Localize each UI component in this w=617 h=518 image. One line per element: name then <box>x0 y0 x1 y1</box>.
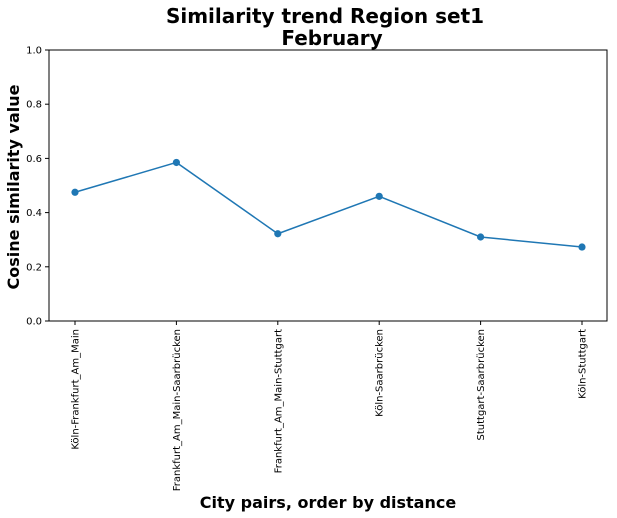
y-axis: 0.0 0.2 0.4 0.6 0.8 1.0 <box>26 46 49 328</box>
chart-title: Similarity trend Region set1 <box>166 4 484 28</box>
y-axis-label: Cosine similarity value <box>4 84 23 289</box>
data-point <box>71 188 79 196</box>
x-tick-label: Frankfurt_Am_Main-Saarbrücken <box>172 329 183 491</box>
data-point <box>172 158 180 167</box>
x-tick-label: Stuttgart-Saarbrücken <box>476 329 487 441</box>
x-axis-label: City pairs, order by distance <box>200 493 457 512</box>
series-layer <box>71 158 586 251</box>
x-tick-label: Köln-Saarbrücken <box>375 329 386 417</box>
y-tick-label: 0.4 <box>26 208 42 219</box>
data-point <box>375 192 383 200</box>
y-tick-label: 0.2 <box>26 262 42 273</box>
x-tick-label: Frankfurt_Am_Main-Stuttgart <box>273 329 284 473</box>
chart-subtitle: February <box>281 26 382 50</box>
data-point <box>477 233 485 241</box>
y-tick-label: 1.0 <box>26 46 42 57</box>
x-tick-label: Köln-Frankfurt_Am_Main <box>71 329 82 450</box>
x-tick-label: Köln-Stuttgart <box>578 329 589 399</box>
data-point <box>578 243 586 251</box>
y-tick-label: 0.8 <box>26 100 42 111</box>
plot-area <box>48 49 608 322</box>
data-point <box>274 230 282 238</box>
series-line <box>74 161 583 248</box>
y-tick-label: 0.6 <box>26 154 42 165</box>
x-axis: Köln-Frankfurt_Am_Main Frankfurt_Am_Main-… <box>71 321 589 491</box>
y-tick-label: 0.0 <box>26 317 42 328</box>
